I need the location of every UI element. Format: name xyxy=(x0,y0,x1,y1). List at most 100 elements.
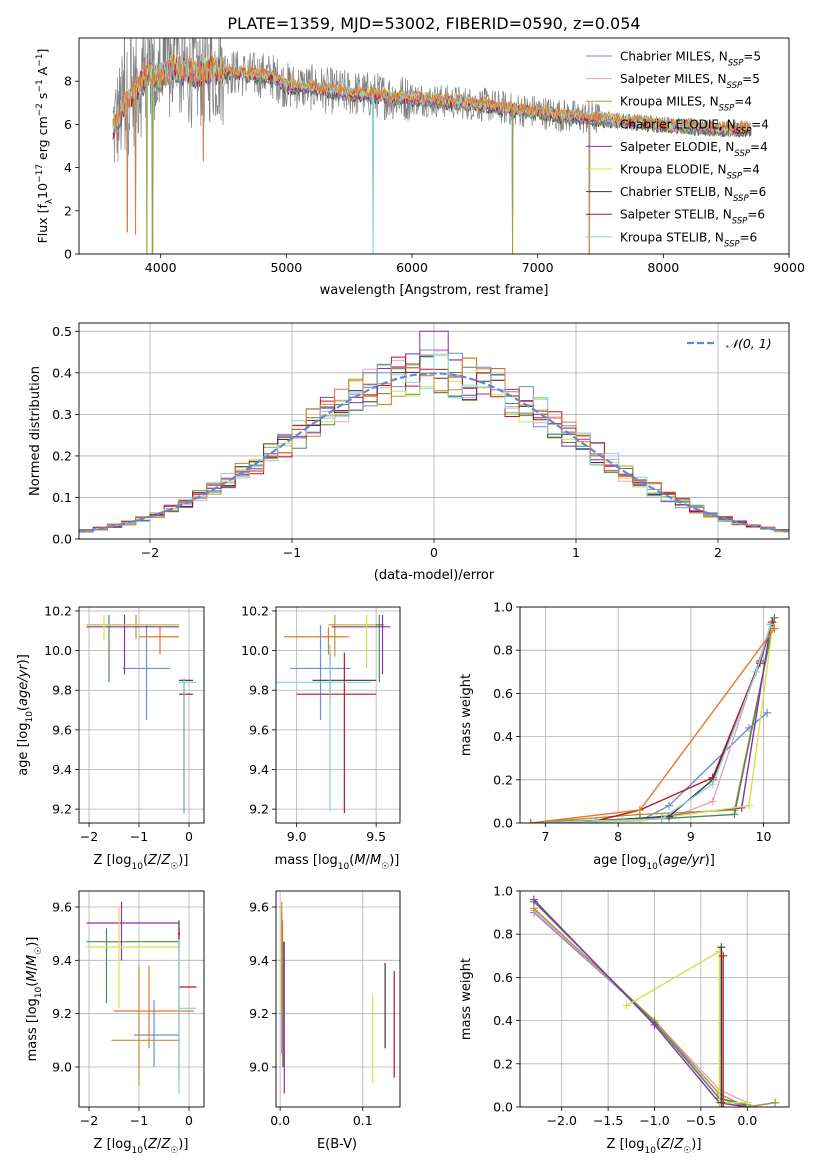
metallicity-xlabel-part: )] xyxy=(691,1137,701,1152)
data-point-marker xyxy=(635,806,644,815)
x-tick-label: −1.5 xyxy=(593,1113,623,1128)
x-tick-label: 1 xyxy=(572,545,580,560)
spectrum-ylabel-part: ] xyxy=(35,49,50,54)
mass-ylabel-part: mass [log xyxy=(25,998,40,1061)
x-tick-label: −1 xyxy=(130,1113,148,1128)
mass-xlabel: mass [log10(M/M☉)] xyxy=(275,853,400,872)
data-point-marker xyxy=(592,816,601,823)
x-tick-label: 0 xyxy=(185,1113,193,1128)
x-tick-label: 7000 xyxy=(522,260,554,275)
spectrum-ylabel-part: erg cm xyxy=(35,116,50,164)
y-tick-label: 9.6 xyxy=(249,900,269,915)
y-tick-label: 8 xyxy=(64,74,72,89)
x-tick-label: −2 xyxy=(80,1113,98,1128)
histogram-step-line xyxy=(79,330,789,533)
y-tick-label: 0.2 xyxy=(493,772,513,787)
y-tick-label: 2 xyxy=(64,203,72,218)
legend-entry-n: =6 xyxy=(747,208,765,222)
data-point-marker xyxy=(622,1001,631,1010)
legend-entry: Kroupa ELODIE, NSSP=4 xyxy=(620,163,760,182)
y-tick-label: 0.4 xyxy=(493,1013,513,1028)
y-tick-label: 0.4 xyxy=(52,365,72,380)
legend-entry-text: Chabrier STELIB, N xyxy=(620,185,733,199)
axes-frame xyxy=(78,890,205,1108)
legend-entry-n: =4 xyxy=(742,163,760,177)
legend-entry-text: Salpeter STELIB, N xyxy=(620,208,732,222)
data-point-marker xyxy=(657,814,666,823)
legend-entry-gaussian: 𝒩(0, 1) xyxy=(726,336,772,351)
y-tick-label: 9.2 xyxy=(249,802,269,817)
residuals-xlabel: (data-model)/error xyxy=(374,568,495,583)
metallicity-xlabel: Z [log10(Z/Z☉)] xyxy=(94,853,189,872)
y-tick-label: 0 xyxy=(64,247,72,262)
data-point-marker xyxy=(763,708,772,717)
legend-entry: Kroupa MILES, NSSP=4 xyxy=(620,95,752,114)
x-tick-label: 9000 xyxy=(773,260,805,275)
metallicity-xlabel-part: ( xyxy=(656,1137,661,1152)
y-tick-label: 10.2 xyxy=(241,603,269,618)
x-tick-label: −1.0 xyxy=(639,1113,669,1128)
spectrum-ylabel-part: λ xyxy=(45,198,55,204)
series-line xyxy=(530,624,772,823)
legend-entry: Salpeter STELIB, NSSP=6 xyxy=(620,208,765,227)
spectrum-ylabel: Flux [fλ10−17 erg cm−2 s−1 A−1] xyxy=(35,49,55,244)
legend-entry-n: =4 xyxy=(750,140,768,154)
y-tick-label: 0.0 xyxy=(493,1100,513,1115)
spectrum-panel: 4000 5000 6000 7000 8000 9000 0 2 4 6 8 Chabrier MI… xyxy=(35,37,805,298)
data-point-marker xyxy=(526,819,535,823)
data-point-marker xyxy=(708,780,717,789)
age-xlabel: age [log10(age/yr)] xyxy=(593,853,715,872)
y-tick-label: 9.0 xyxy=(249,1060,269,1075)
metallicity-xlabel-part: )] xyxy=(178,1137,188,1152)
data-point-marker xyxy=(717,1098,726,1107)
massweight-ylabel: mass weight xyxy=(459,674,474,756)
age-ylabel-part: )] xyxy=(16,654,31,664)
legend-entry: Chabrier MILES, NSSP=5 xyxy=(620,50,761,69)
legend-entry-sub: SSP xyxy=(724,239,740,249)
metallicity-xlabel-part: Z xyxy=(147,1137,158,1152)
histogram-traces xyxy=(79,330,789,533)
y-tick-label: 0.0 xyxy=(52,532,72,547)
x-tick-label: 8 xyxy=(614,829,622,844)
y-tick-label: 9.6 xyxy=(249,722,269,737)
mass-vs-metallicity-panel: −2 −1 09.09.29.49.6Z [log10(Z/Z☉)]mass [lo… xyxy=(25,890,205,1156)
legend-entry-text: Kroupa MILES, N xyxy=(620,95,719,109)
metallicity-xlabel-part: Z xyxy=(160,853,171,868)
residuals-ylabel: Normed distribution xyxy=(28,366,43,496)
legend-entry: Kroupa STELIB, NSSP=6 xyxy=(620,230,757,249)
data-point-marker xyxy=(745,801,754,810)
legend-entry-sub: SSP xyxy=(733,194,749,204)
x-tick-label: 0 xyxy=(430,545,438,560)
age-vs-metallicity-panel: −2 −1 09.29.49.69.810.010.2Z [log10(Z/Z☉)]… xyxy=(16,603,205,872)
age-ylabel-part: ( xyxy=(16,706,31,711)
data-point-marker xyxy=(715,947,724,956)
data-point-marker xyxy=(743,1098,752,1107)
x-tick-label: 9.0 xyxy=(287,829,307,844)
metallicity-xlabel-part: ( xyxy=(143,853,148,868)
metallicity-xlabel-part: )] xyxy=(178,853,188,868)
x-tick-label: 0.0 xyxy=(737,1113,757,1128)
legend-entry-text: Chabrier ELODIE, N xyxy=(620,117,736,131)
legend-entry-text: Salpeter MILES, N xyxy=(620,72,727,86)
metallicity-xlabel-part: Z xyxy=(660,1137,671,1152)
spectrum-ylabel-part: s xyxy=(35,93,50,104)
data-point-marker xyxy=(770,624,779,633)
data-point-marker xyxy=(665,801,674,810)
metallicity-xlabel-part: / xyxy=(157,853,162,868)
axes-frame xyxy=(275,890,401,1108)
x-tick-label: 9 xyxy=(687,829,695,844)
spectrum-ylabel-part: Flux [f xyxy=(35,204,50,244)
histogram-step-line xyxy=(79,353,789,532)
mass-xlabel-part: 10 xyxy=(338,862,350,872)
legend-entry-sub: SSP xyxy=(719,104,735,114)
mass-ylabel-part: M xyxy=(25,955,40,966)
metallicity-xlabel-part: 10 xyxy=(131,862,143,872)
axes-frame xyxy=(78,606,205,824)
y-tick-label: 0.6 xyxy=(493,970,513,985)
x-tick-label: −2.0 xyxy=(547,1113,577,1128)
y-tick-label: 9.4 xyxy=(52,953,72,968)
y-tick-label: 9.8 xyxy=(249,683,269,698)
y-tick-label: 4 xyxy=(64,160,72,175)
